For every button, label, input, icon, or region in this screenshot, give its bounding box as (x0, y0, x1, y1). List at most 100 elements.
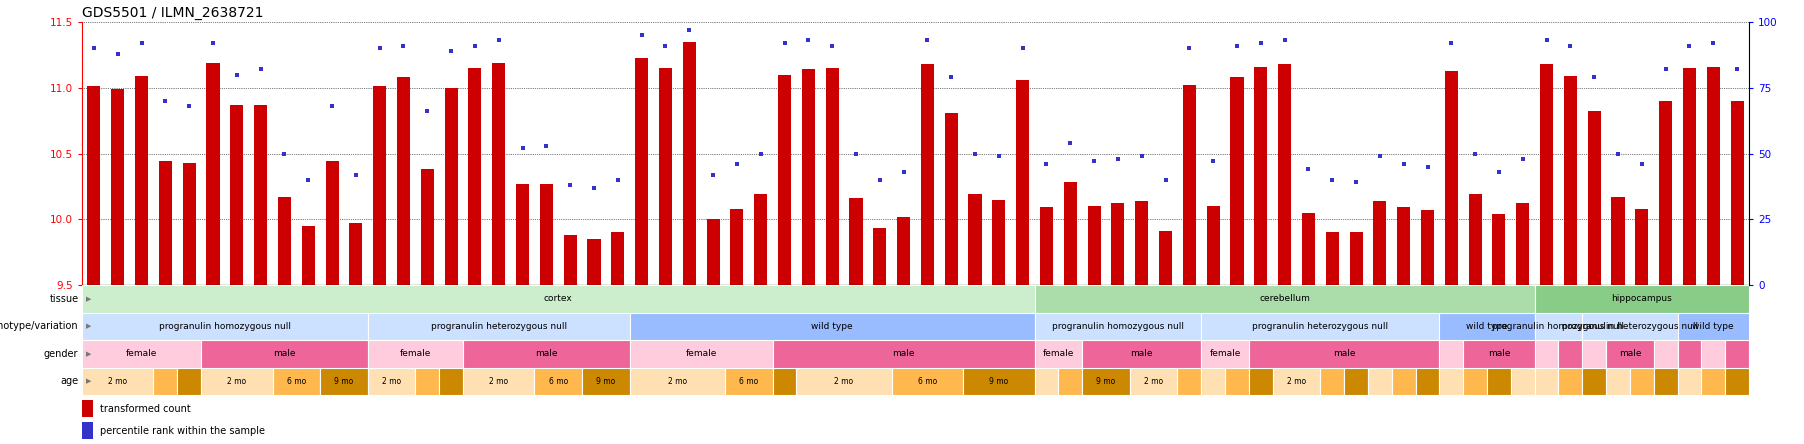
Bar (1654, 368, 1678, 395)
Text: male: male (536, 349, 557, 358)
Bar (1582, 313, 1678, 340)
Point (1270, 37, 1299, 44)
Bar (1391, 368, 1416, 395)
Bar (772, 340, 1034, 368)
Bar (469, 68, 482, 285)
Point (913, 37, 942, 44)
Text: hippocampus: hippocampus (1611, 294, 1672, 303)
Bar (707, 219, 720, 285)
Bar (1321, 368, 1344, 395)
Bar (1611, 197, 1625, 285)
Point (1508, 155, 1537, 163)
Text: 9 mo: 9 mo (989, 377, 1008, 386)
Bar (539, 184, 554, 285)
Point (1651, 66, 1680, 73)
Bar (1082, 340, 1201, 368)
Point (245, 66, 274, 73)
Bar (81, 400, 94, 417)
Text: male: male (1131, 349, 1153, 358)
Text: gender: gender (43, 349, 78, 359)
Bar (1230, 77, 1243, 285)
Text: male: male (893, 349, 915, 358)
Bar (1559, 340, 1582, 368)
Text: 6 mo: 6 mo (740, 377, 758, 386)
Bar (1326, 232, 1339, 285)
Bar (1422, 210, 1434, 285)
Text: GDS5501 / ILMN_2638721: GDS5501 / ILMN_2638721 (81, 6, 263, 20)
Point (175, 103, 204, 110)
Bar (1277, 64, 1292, 285)
Bar (1463, 368, 1486, 395)
Bar (754, 194, 767, 285)
Text: 2 mo: 2 mo (382, 377, 400, 386)
Bar (1541, 64, 1553, 285)
Text: female: female (126, 349, 157, 358)
Text: 2 mo: 2 mo (1144, 377, 1164, 386)
Bar (368, 340, 464, 368)
Text: cortex: cortex (545, 294, 572, 303)
Bar (796, 368, 891, 395)
Bar (444, 88, 458, 285)
Bar (1201, 368, 1225, 395)
Bar (1678, 313, 1750, 340)
Bar (1606, 368, 1631, 395)
Bar (1082, 368, 1129, 395)
Bar (1707, 67, 1719, 285)
Bar (1559, 368, 1582, 395)
Point (722, 160, 750, 167)
Point (675, 26, 704, 33)
Point (294, 176, 323, 183)
Text: 9 mo: 9 mo (334, 377, 354, 386)
Bar (1254, 67, 1268, 285)
Point (985, 153, 1014, 160)
Point (628, 32, 657, 39)
Bar (1034, 313, 1201, 340)
Bar (1440, 368, 1463, 395)
Text: progranulin heterozygous null: progranulin heterozygous null (431, 322, 566, 331)
Bar (1272, 368, 1321, 395)
Bar (420, 169, 433, 285)
Point (841, 150, 870, 157)
Bar (1034, 340, 1082, 368)
Bar (1512, 368, 1535, 395)
Point (79, 45, 108, 52)
Bar (81, 340, 200, 368)
Bar (1349, 232, 1362, 285)
Point (603, 176, 631, 183)
Text: 2 mo: 2 mo (667, 377, 687, 386)
Bar (1248, 368, 1272, 395)
Bar (963, 368, 1034, 395)
Bar (563, 235, 577, 285)
Bar (682, 42, 696, 285)
Text: progranulin homozygous null: progranulin homozygous null (1492, 322, 1624, 331)
Point (1055, 139, 1084, 147)
Bar (1683, 68, 1696, 285)
Point (1438, 40, 1467, 47)
Bar (177, 368, 200, 395)
Text: wild type: wild type (1692, 322, 1734, 331)
Point (1223, 42, 1252, 49)
Bar (1059, 368, 1082, 395)
Bar (1678, 340, 1701, 368)
Bar (1535, 285, 1750, 313)
Bar (1678, 368, 1701, 395)
Bar (373, 87, 386, 285)
Bar (1535, 340, 1559, 368)
Bar (1535, 368, 1559, 395)
Point (1461, 150, 1490, 157)
Bar (1201, 340, 1248, 368)
Bar (1535, 313, 1582, 340)
Bar (1034, 285, 1535, 313)
Bar (1135, 201, 1149, 285)
Bar (873, 229, 886, 285)
Bar (153, 368, 177, 395)
Bar (1207, 206, 1220, 285)
Text: 6 mo: 6 mo (918, 377, 936, 386)
Point (364, 45, 393, 52)
Bar (1440, 313, 1535, 340)
Bar (1344, 368, 1367, 395)
Bar (1201, 313, 1440, 340)
Text: progranulin heterozygous null: progranulin heterozygous null (1562, 322, 1698, 331)
Point (1079, 158, 1108, 165)
Text: age: age (60, 376, 78, 386)
